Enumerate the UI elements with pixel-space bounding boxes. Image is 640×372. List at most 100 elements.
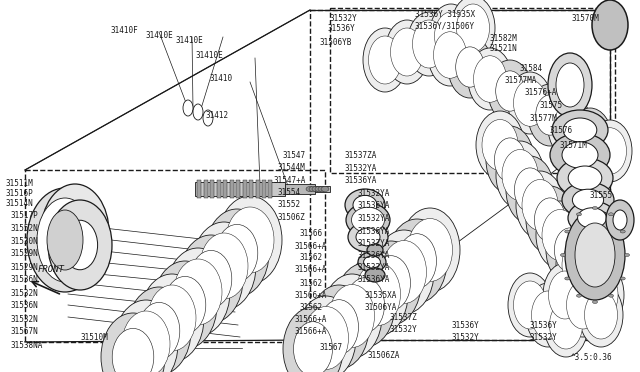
Ellipse shape bbox=[385, 20, 429, 84]
Ellipse shape bbox=[565, 210, 625, 300]
Text: 31536Y: 31536Y bbox=[328, 23, 356, 32]
Ellipse shape bbox=[283, 307, 343, 372]
Ellipse shape bbox=[205, 209, 269, 297]
Ellipse shape bbox=[303, 307, 349, 369]
Text: 31410E: 31410E bbox=[175, 35, 203, 45]
Ellipse shape bbox=[127, 287, 191, 372]
Ellipse shape bbox=[576, 119, 604, 159]
Text: 31536Y 31535X: 31536Y 31535X bbox=[415, 10, 475, 19]
Ellipse shape bbox=[148, 285, 196, 351]
Text: ^3.5:0.36: ^3.5:0.36 bbox=[570, 353, 612, 362]
Text: 31566+A: 31566+A bbox=[295, 241, 328, 250]
Ellipse shape bbox=[294, 322, 333, 372]
Ellipse shape bbox=[515, 168, 545, 212]
Text: 31555: 31555 bbox=[590, 190, 613, 199]
Ellipse shape bbox=[346, 203, 390, 237]
Ellipse shape bbox=[554, 228, 586, 272]
Ellipse shape bbox=[606, 200, 634, 240]
Ellipse shape bbox=[428, 24, 472, 86]
Ellipse shape bbox=[37, 198, 93, 282]
Ellipse shape bbox=[609, 294, 614, 297]
Text: 31566: 31566 bbox=[300, 228, 323, 237]
Text: 31536N: 31536N bbox=[10, 301, 38, 311]
Ellipse shape bbox=[361, 241, 421, 325]
Ellipse shape bbox=[371, 256, 410, 310]
Ellipse shape bbox=[456, 47, 484, 87]
Bar bbox=[210, 180, 214, 198]
Ellipse shape bbox=[183, 100, 193, 116]
Text: 31562: 31562 bbox=[300, 253, 323, 263]
Ellipse shape bbox=[351, 207, 385, 233]
Ellipse shape bbox=[543, 263, 587, 327]
Ellipse shape bbox=[364, 256, 380, 268]
Ellipse shape bbox=[153, 261, 217, 349]
Text: 31562: 31562 bbox=[300, 279, 323, 288]
Ellipse shape bbox=[550, 133, 610, 177]
Ellipse shape bbox=[577, 213, 582, 216]
Ellipse shape bbox=[306, 186, 314, 192]
Text: 31532Y: 31532Y bbox=[530, 334, 557, 343]
Ellipse shape bbox=[526, 186, 574, 254]
Text: 31576+A: 31576+A bbox=[525, 87, 557, 96]
Bar bbox=[269, 180, 273, 198]
Bar bbox=[25, 170, 325, 342]
Ellipse shape bbox=[387, 219, 447, 303]
Text: 31506Z: 31506Z bbox=[278, 212, 306, 221]
Bar bbox=[310, 10, 610, 340]
Text: 31535XA: 31535XA bbox=[365, 291, 397, 299]
Ellipse shape bbox=[367, 244, 383, 256]
Ellipse shape bbox=[513, 281, 547, 329]
Ellipse shape bbox=[577, 294, 582, 297]
Ellipse shape bbox=[312, 186, 320, 192]
Ellipse shape bbox=[593, 206, 598, 209]
Ellipse shape bbox=[374, 230, 434, 314]
Ellipse shape bbox=[528, 84, 572, 146]
Text: 31536Y: 31536Y bbox=[452, 321, 480, 330]
Ellipse shape bbox=[319, 300, 358, 354]
Ellipse shape bbox=[593, 301, 598, 304]
Ellipse shape bbox=[575, 223, 615, 287]
Ellipse shape bbox=[429, 4, 473, 68]
Ellipse shape bbox=[56, 206, 93, 259]
Bar bbox=[197, 180, 201, 198]
Text: 31577M: 31577M bbox=[530, 113, 557, 122]
Ellipse shape bbox=[506, 156, 554, 224]
Ellipse shape bbox=[407, 12, 451, 76]
Ellipse shape bbox=[508, 273, 552, 337]
Ellipse shape bbox=[502, 150, 538, 201]
Text: 31537ZA: 31537ZA bbox=[345, 151, 378, 160]
Ellipse shape bbox=[534, 198, 566, 242]
Ellipse shape bbox=[203, 110, 213, 126]
Ellipse shape bbox=[494, 138, 525, 182]
Ellipse shape bbox=[348, 222, 388, 252]
Bar bbox=[195, 182, 285, 196]
Text: 31536YA: 31536YA bbox=[358, 276, 390, 285]
Ellipse shape bbox=[548, 96, 592, 158]
Ellipse shape bbox=[552, 110, 608, 150]
Text: 31562: 31562 bbox=[300, 304, 323, 312]
Ellipse shape bbox=[193, 104, 203, 120]
Ellipse shape bbox=[564, 230, 570, 233]
Ellipse shape bbox=[513, 80, 547, 126]
Ellipse shape bbox=[365, 268, 385, 282]
Ellipse shape bbox=[482, 119, 518, 170]
Ellipse shape bbox=[192, 222, 256, 310]
Text: 31510M: 31510M bbox=[80, 334, 108, 343]
Text: 31517P: 31517P bbox=[10, 211, 38, 219]
Ellipse shape bbox=[27, 188, 103, 292]
Ellipse shape bbox=[522, 180, 558, 231]
Text: 31566+A: 31566+A bbox=[295, 266, 328, 275]
Text: 31536YA: 31536YA bbox=[358, 227, 390, 235]
Ellipse shape bbox=[200, 233, 248, 299]
Text: 31410E: 31410E bbox=[145, 31, 173, 39]
Ellipse shape bbox=[613, 210, 627, 230]
Text: 31544M: 31544M bbox=[278, 163, 306, 171]
Ellipse shape bbox=[397, 234, 436, 288]
Bar bbox=[315, 186, 330, 192]
Ellipse shape bbox=[164, 276, 206, 334]
Text: 31566+A: 31566+A bbox=[295, 315, 328, 324]
Ellipse shape bbox=[348, 252, 408, 336]
Ellipse shape bbox=[576, 261, 624, 329]
Text: 31412: 31412 bbox=[205, 110, 228, 119]
Ellipse shape bbox=[345, 189, 385, 221]
